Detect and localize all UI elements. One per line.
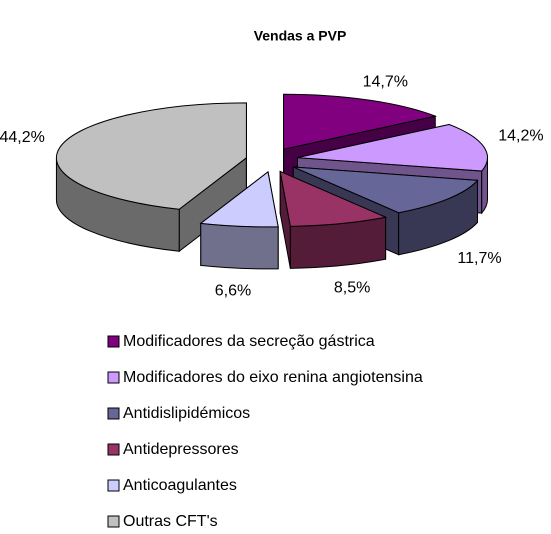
legend-label: Antidislipidémicos [123,405,250,422]
legend-swatch [107,335,120,348]
legend-swatch [107,371,120,384]
legend-swatch [107,515,120,528]
legend-label: Outras CFT's [123,513,218,530]
legend-swatch [107,407,120,420]
legend-swatch [107,443,120,456]
legend-label: Modificadores do eixo renina angiotensin… [123,369,423,386]
data-label: 44,2% [0,129,45,146]
slice [279,170,388,269]
data-label: 6,6% [215,282,251,299]
slice-top [279,170,388,227]
slice-top [293,166,479,214]
slice [199,170,279,270]
chart-title: Vendas a PVP [254,28,347,44]
slice-wall [200,222,279,270]
legend-label: Anticoagulantes [123,477,237,494]
data-label: 14,7% [363,73,408,90]
slice-top [55,102,247,210]
legend-swatch [107,479,120,492]
data-label: 14,2% [498,128,543,145]
legend-label: Modificadores da secreção gástrica [123,333,375,350]
data-label: 8,5% [334,279,370,296]
slice-top [283,93,438,150]
data-label: 11,7% [457,250,501,267]
legend-label: Antidepressores [123,441,239,458]
slice-top [297,123,488,172]
slice [55,102,247,253]
slice-top [199,171,279,228]
